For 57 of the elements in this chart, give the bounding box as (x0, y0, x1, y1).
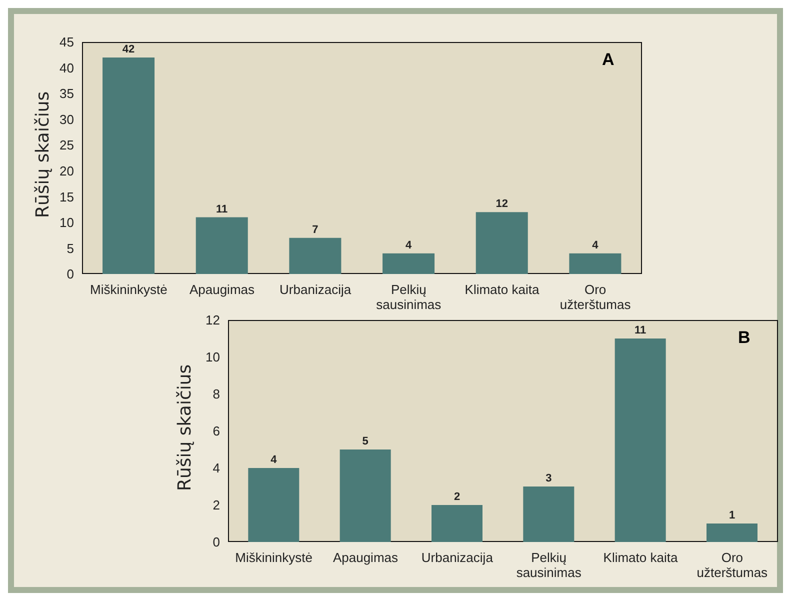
y-axis-title: Rūšių skaičius (174, 364, 196, 491)
y-tick-label: 0 (212, 534, 220, 550)
data-label: 4 (405, 239, 412, 252)
y-tick-label: 10 (60, 215, 74, 230)
bar (102, 57, 155, 274)
bar (248, 468, 300, 542)
y-tick-label: 30 (60, 112, 74, 127)
annotation: A (602, 50, 614, 70)
data-label: 12 (496, 198, 508, 210)
data-label: 42 (122, 43, 135, 56)
y-tick-label: 2 (212, 498, 220, 513)
x-tick-label: Oro užterštumas (560, 282, 632, 312)
x-tick-label: Klimato kaita (603, 550, 678, 565)
x-tick-label: Miškininkystė (235, 550, 312, 565)
y-tick-label: 12 (206, 312, 220, 328)
x-tick-label: Miškininkystė (90, 282, 168, 297)
bar (382, 253, 435, 274)
x-tick-label: Klimato kaita (464, 282, 540, 297)
y-tick-label: 10 (206, 350, 220, 365)
x-tick-label: Pelkių sausinimas (516, 550, 582, 580)
bar (432, 505, 482, 542)
x-tick-label: Urbanizacija (421, 550, 494, 565)
data-label: 1 (728, 510, 736, 522)
y-tick-label: 45 (60, 34, 74, 50)
y-tick-label: 20 (60, 164, 74, 179)
data-label: 4 (592, 239, 600, 252)
data-label: 7 (312, 224, 318, 236)
y-axis-title: Rūšių skaičius (32, 91, 54, 218)
bar (706, 524, 758, 542)
y-tick-label: 8 (212, 386, 220, 402)
bar (340, 450, 391, 542)
x-tick-label: Apaugimas (332, 550, 399, 565)
y-tick-label: 35 (60, 86, 74, 102)
data-label: 11 (634, 324, 646, 336)
annotation: B (738, 328, 750, 348)
x-tick-label: Oro užterštumas (696, 550, 768, 580)
data-label: 5 (362, 436, 368, 448)
bar (289, 238, 342, 274)
y-tick-label: 6 (212, 424, 220, 439)
x-tick-label: Urbanizacija (280, 282, 352, 297)
y-tick-label: 4 (212, 460, 220, 476)
bar (569, 253, 622, 274)
x-tick-label: Apaugimas (189, 282, 256, 297)
y-tick-label: 15 (60, 189, 74, 204)
y-tick-label: 25 (60, 138, 74, 153)
y-tick-label: 40 (60, 60, 74, 76)
x-tick-label: Pelkių sausinimas (376, 282, 442, 312)
bar (196, 217, 248, 274)
data-label: 4 (270, 454, 278, 466)
bar (614, 338, 666, 542)
y-tick-label: 0 (66, 266, 74, 282)
bar (523, 486, 574, 542)
data-label: 2 (454, 491, 460, 503)
bar (476, 212, 528, 274)
data-label: 11 (216, 203, 228, 216)
y-tick-label: 5 (66, 240, 74, 256)
data-label: 3 (546, 472, 552, 484)
